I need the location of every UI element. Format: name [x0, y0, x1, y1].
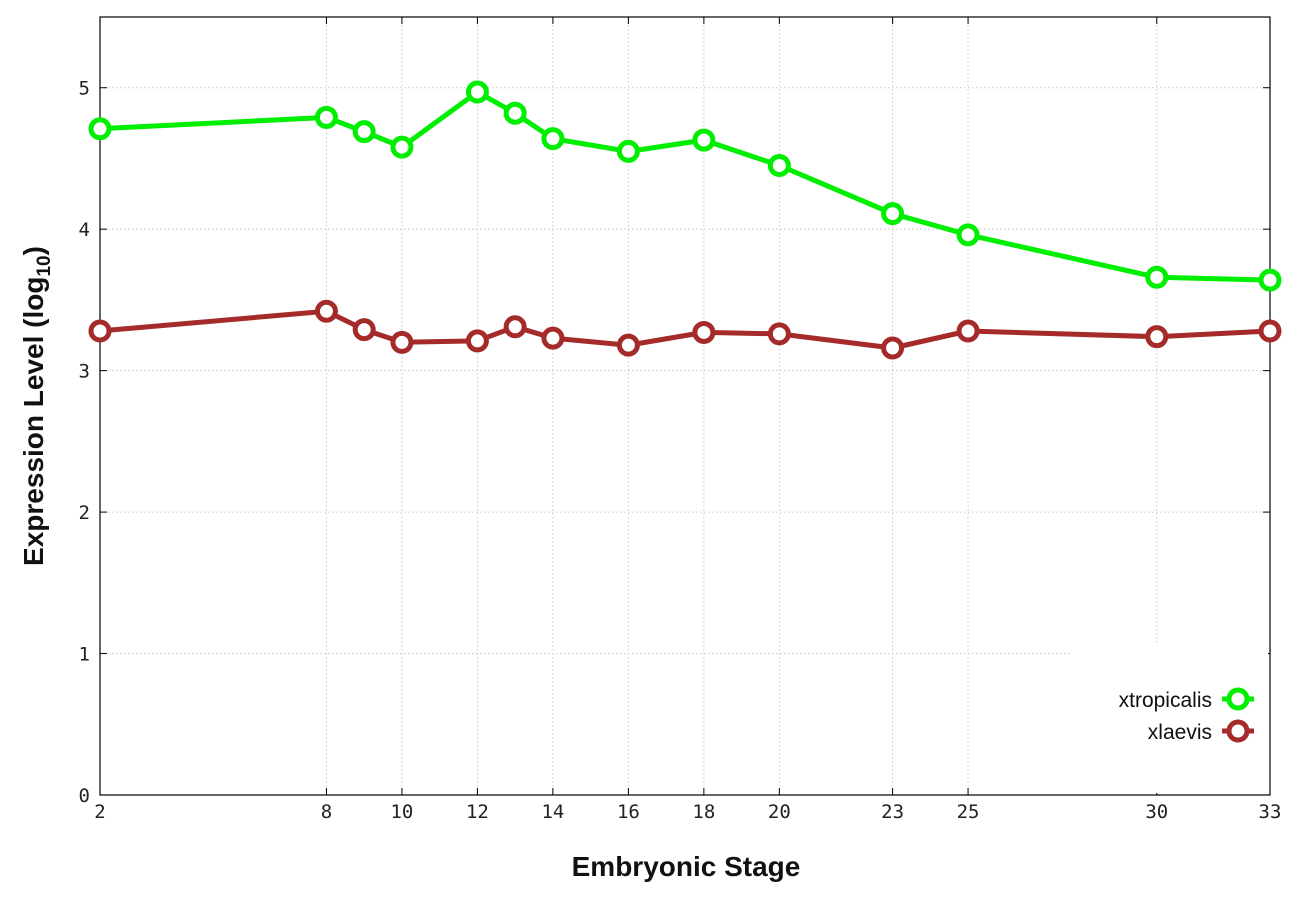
data-point-xtropicalis: [541, 127, 565, 151]
data-point-xlaevis: [956, 319, 980, 343]
data-point-xtropicalis: [692, 128, 716, 152]
series-line-xlaevis: [99, 308, 1271, 351]
legend-background: [1072, 643, 1268, 793]
data-point-xlaevis: [692, 320, 716, 344]
y-axis-title: Expression Level (log10): [18, 246, 55, 566]
data-point-xlaevis: [767, 322, 791, 346]
y-tick-label: 4: [79, 219, 90, 241]
grid-lines: [100, 17, 1270, 795]
data-point-xlaevis: [541, 326, 565, 350]
series-layer: [88, 80, 1282, 360]
data-point-xtropicalis: [956, 223, 980, 247]
data-point-xtropicalis: [616, 139, 640, 163]
x-tick-label: 33: [1259, 801, 1282, 823]
legend-label-xlaevis: xlaevis: [1148, 721, 1212, 744]
x-tick-label: 20: [768, 801, 791, 823]
x-tick-label: 23: [881, 801, 904, 823]
data-point-xtropicalis: [390, 135, 414, 159]
y-axis-title-close: ): [18, 246, 49, 255]
y-axis-title-main: Expression Level (log: [18, 277, 49, 566]
x-tick-label: 10: [390, 801, 413, 823]
data-point-xtropicalis: [881, 202, 905, 226]
x-tick-label: 25: [957, 801, 980, 823]
plot-frame: [99, 16, 1271, 796]
data-point-xlaevis: [88, 319, 112, 343]
legend-swatch-marker-xtropicalis: [1226, 687, 1250, 711]
legend: xtropicalis xlaevis: [1072, 643, 1268, 793]
y-tick-label: 1: [79, 644, 90, 666]
data-point-xtropicalis: [503, 101, 527, 125]
x-tick-label: 12: [466, 801, 489, 823]
data-point-xtropicalis: [1145, 265, 1169, 289]
data-point-xtropicalis: [314, 105, 338, 129]
data-point-xlaevis: [1145, 325, 1169, 349]
x-tick-label: 2: [94, 801, 105, 823]
data-point-xlaevis: [881, 336, 905, 360]
data-point-xtropicalis: [352, 120, 376, 144]
data-point-xtropicalis: [465, 80, 489, 104]
data-point-xtropicalis: [88, 117, 112, 141]
data-point-xlaevis: [352, 318, 376, 342]
y-tick-label: 2: [79, 502, 90, 524]
y-tick-label: 5: [79, 78, 90, 100]
data-point-xlaevis: [503, 315, 527, 339]
data-point-xlaevis: [390, 330, 414, 354]
data-point-xtropicalis: [767, 154, 791, 178]
x-tick-label: 16: [617, 801, 640, 823]
x-tick-label: 14: [541, 801, 564, 823]
x-axis-title: Embryonic Stage: [572, 851, 801, 882]
data-point-xlaevis: [465, 329, 489, 353]
y-tick-label: 3: [79, 361, 90, 383]
x-tick-label: 18: [692, 801, 715, 823]
series-line-xtropicalis: [99, 89, 1271, 283]
data-point-xlaevis: [1258, 319, 1282, 343]
y-axis-title-subscript: 10: [34, 255, 55, 276]
data-point-xtropicalis: [1258, 268, 1282, 292]
data-point-xlaevis: [616, 333, 640, 357]
x-tick-label: 30: [1145, 801, 1168, 823]
data-point-xlaevis: [314, 299, 338, 323]
legend-swatch-marker-xlaevis: [1226, 719, 1250, 743]
x-tick-label: 8: [321, 801, 332, 823]
legend-label-xtropicalis: xtropicalis: [1119, 689, 1212, 712]
y-tick-label: 0: [79, 785, 90, 807]
